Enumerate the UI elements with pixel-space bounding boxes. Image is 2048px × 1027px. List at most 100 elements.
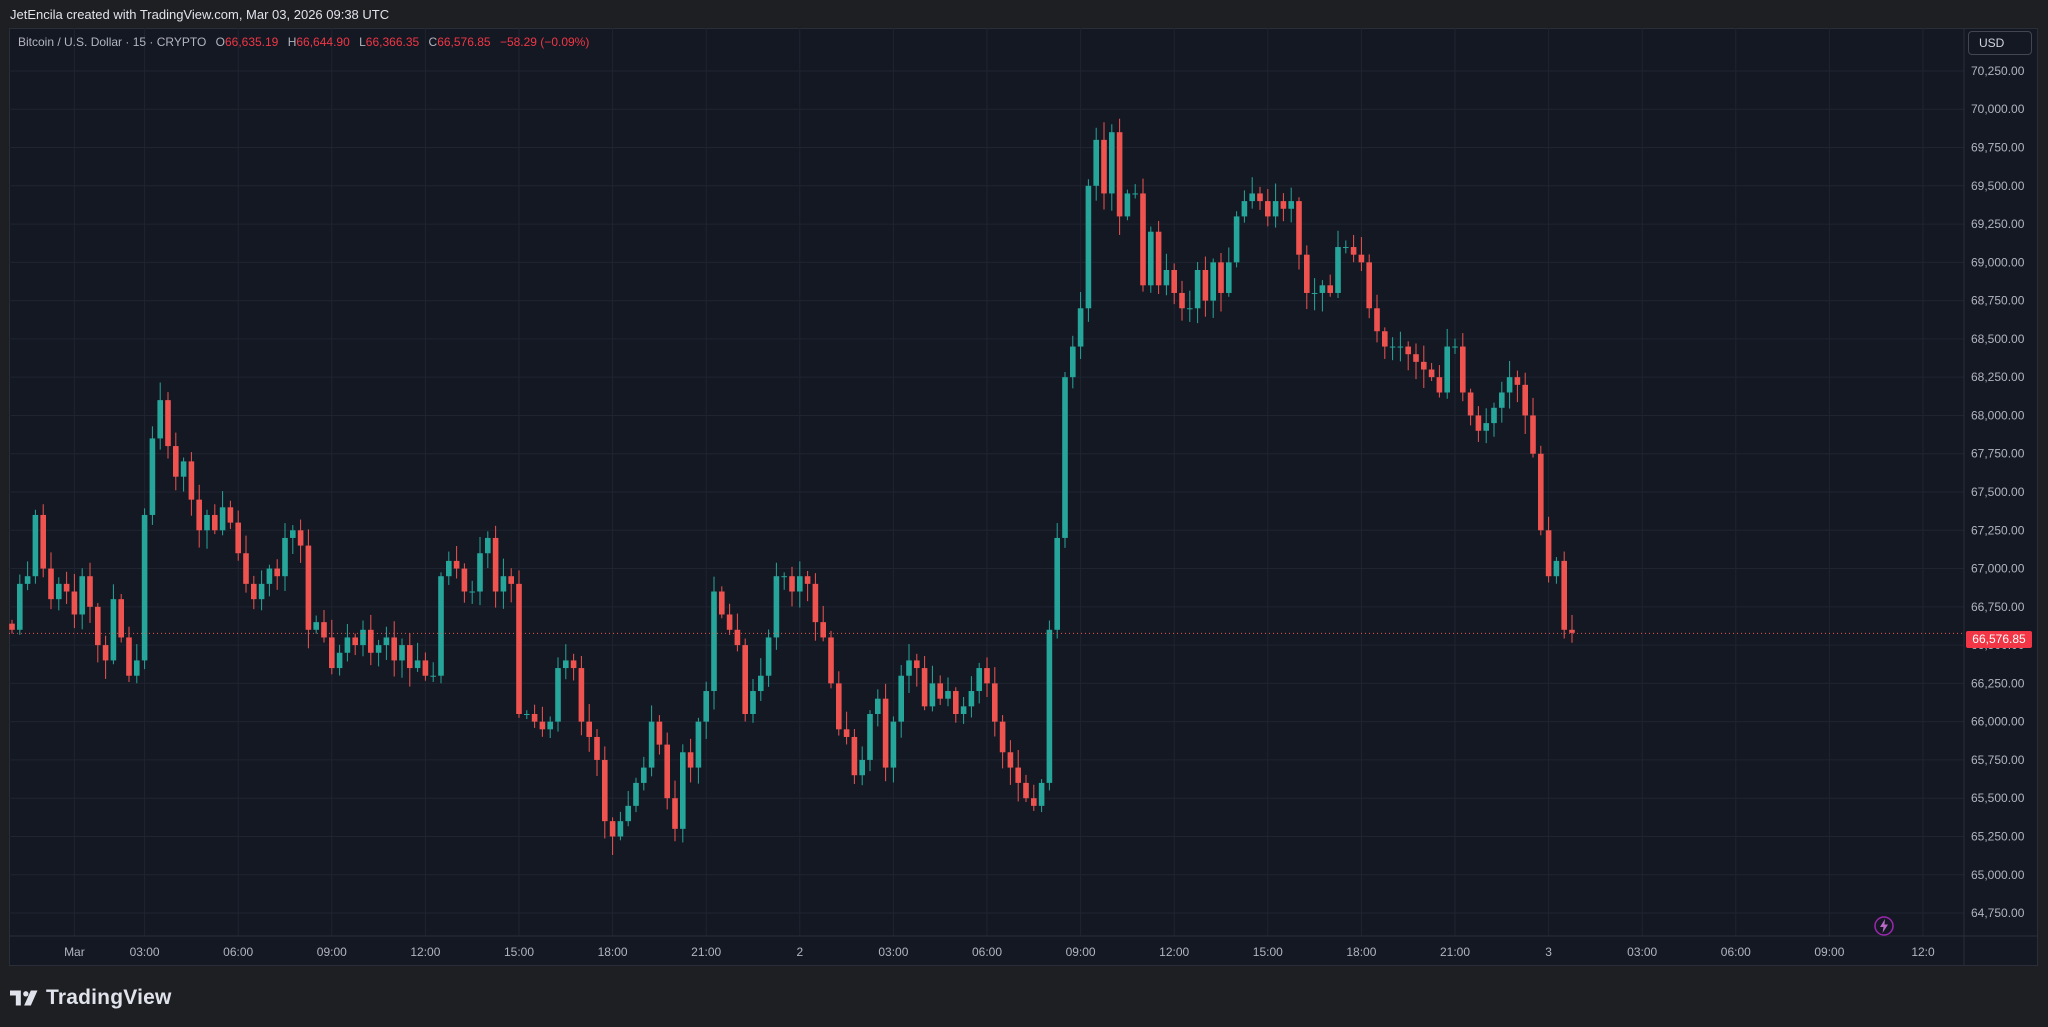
time-tick-label: 06:00 [972, 945, 1002, 959]
candle-body [9, 623, 15, 630]
candle-body [672, 798, 678, 829]
price-tick-label: 67,500.00 [1971, 485, 2025, 499]
candle-body [1124, 193, 1131, 217]
candle-body [563, 660, 569, 669]
open-label: O [215, 35, 225, 49]
candle-body [453, 560, 460, 569]
candle-body [391, 637, 397, 661]
candle-body [1436, 377, 1443, 393]
open-value: 66,635.19 [224, 35, 279, 49]
time-tick-label: 09:00 [1066, 945, 1096, 959]
chart-pane[interactable] [9, 28, 2038, 966]
time-tick-label: 2 [796, 945, 803, 959]
candle-body [1343, 247, 1349, 249]
candle-body [258, 583, 265, 600]
candle-body [1483, 423, 1489, 431]
price-tick-label: 68,250.00 [1971, 370, 2025, 384]
candle-body [1265, 201, 1271, 217]
candle-body [1421, 361, 1427, 370]
candle-body [243, 553, 249, 584]
candle-body [329, 637, 335, 669]
time-tick-label: 18:00 [598, 945, 628, 959]
time-tick-label: 21:00 [691, 945, 721, 959]
candle-body [251, 583, 257, 600]
candle-body [1046, 629, 1053, 783]
candle-body [1475, 415, 1482, 431]
candle-body [1109, 132, 1115, 194]
candle-body [485, 537, 491, 554]
time-tick-label: 03:00 [130, 945, 160, 959]
candle-body [594, 736, 600, 760]
time-tick-label: Mar [64, 945, 85, 959]
candle-body [1132, 193, 1138, 195]
candle-body [999, 721, 1006, 753]
candle-body [968, 691, 975, 707]
price-tick-label: 65,250.00 [1971, 829, 2025, 843]
candle-body [1296, 201, 1302, 255]
candle-body [375, 645, 382, 653]
candle-body [1101, 139, 1107, 194]
candle-body [1257, 193, 1263, 202]
lightning-bolt-icon[interactable] [1872, 914, 1896, 938]
candle-body [492, 537, 499, 592]
price-tick-label: 69,750.00 [1971, 141, 2025, 155]
candle-body [945, 691, 951, 699]
candle-body [1241, 201, 1248, 217]
candle-body [547, 721, 553, 730]
candle-body [1350, 247, 1357, 255]
price-tick-label: 67,750.00 [1971, 447, 2025, 461]
candle-body [875, 698, 881, 714]
candle-body [407, 645, 413, 669]
candle-body [1405, 346, 1411, 355]
candle-body [836, 683, 842, 730]
candle-body [1389, 346, 1396, 348]
time-tick-label: 06:00 [223, 945, 253, 959]
price-tick-label: 69,500.00 [1971, 179, 2025, 193]
candle-body [687, 752, 694, 768]
high-label: H [287, 35, 297, 49]
candle-body [726, 614, 733, 630]
candle-body [352, 637, 358, 646]
candle-body [867, 714, 873, 760]
candle-body [1428, 369, 1435, 378]
candle-body [656, 721, 663, 745]
candle-body [1140, 193, 1146, 286]
candle-body [383, 637, 390, 646]
candle-body [641, 767, 647, 783]
price-tick-label: 65,750.00 [1971, 753, 2025, 767]
candle-body [414, 660, 421, 669]
candle-body [321, 622, 327, 638]
candle-body [79, 576, 85, 615]
candle-body [929, 683, 936, 707]
candle-body [516, 583, 522, 714]
candle-body [1194, 270, 1201, 309]
candle-body [695, 721, 702, 768]
candlestick-chart[interactable]: 64,750.00 65,000.00 65,250.00 65,500.00 65,7… [9, 28, 2038, 966]
candle-body [24, 576, 31, 584]
candle-body [882, 698, 889, 768]
candle-body [890, 721, 897, 768]
candle-body [539, 721, 546, 730]
currency-button[interactable]: USD [1968, 31, 2032, 55]
close-value: 66,576.85 [437, 35, 491, 49]
candle-body [1538, 453, 1544, 531]
candle-body [196, 499, 202, 531]
candle-body [149, 438, 156, 515]
candle-body [1163, 270, 1170, 286]
candle-body [1444, 346, 1450, 393]
candle-body [1530, 415, 1536, 454]
price-tick-label: 68,000.00 [1971, 408, 2025, 422]
last-price-label: 66,576.85 [1966, 631, 2032, 648]
candle-body [204, 514, 210, 531]
price-tick-label: 66,750.00 [1971, 600, 2025, 614]
candle-body [1397, 346, 1404, 348]
candle-body [500, 576, 507, 592]
candle-body [1366, 262, 1372, 309]
time-tick-label: 15:00 [1253, 945, 1283, 959]
candle-body [1007, 752, 1014, 768]
candle-body [32, 514, 39, 577]
candle-body [180, 461, 187, 477]
time-tick-label: 03:00 [878, 945, 908, 959]
candle-body [921, 668, 928, 707]
time-tick-label: 3 [1545, 945, 1552, 959]
